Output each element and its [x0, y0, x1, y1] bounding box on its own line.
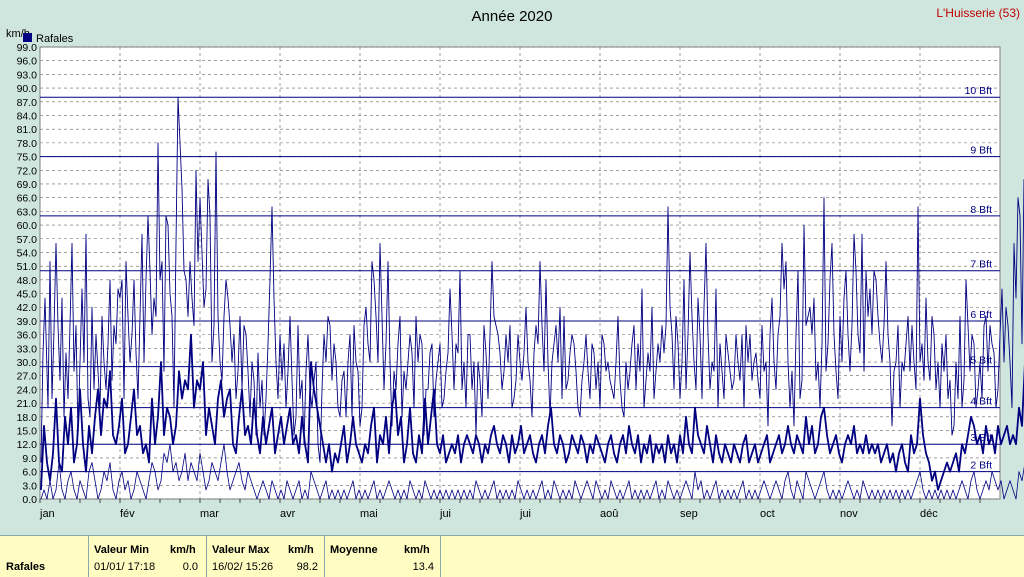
y-tick-label: 69.0 [17, 179, 38, 191]
footer-row-label: Rafales [6, 561, 46, 573]
y-tick-labels: 0.0 3.06.0 9.0 12.015.0 18.0 21.0 24.027.0 30.0… [17, 42, 38, 506]
beaufort-label: 10 Bft [965, 85, 993, 97]
y-tick-label: 84.0 [17, 110, 38, 122]
y-tick-label: 12.0 [17, 439, 38, 451]
y-tick-label: 96.0 [17, 56, 38, 68]
y-tick-label: 93.0 [17, 69, 38, 81]
y-tick-label: 81.0 [17, 124, 38, 136]
x-tick-label: aoû [600, 508, 618, 520]
beaufort-label: 6 Bft [970, 309, 992, 321]
y-tick-label: 3.0 [22, 480, 37, 492]
y-tick-label: 24.0 [17, 384, 38, 396]
y-tick-label: 0.0 [22, 494, 37, 506]
beaufort-label: 4 Bft [970, 396, 992, 408]
footer-max-cell: Valeur Max km/h 16/02/ 15:26 98.2 [206, 536, 325, 577]
y-tick-label: 39.0 [17, 316, 38, 328]
x-tick-label: fév [120, 508, 135, 520]
y-tick-label: 72.0 [17, 165, 38, 177]
y-tick-label: 18.0 [17, 412, 38, 424]
beaufort-label: 8 Bft [970, 204, 992, 216]
y-tick-label: 87.0 [17, 97, 38, 109]
series-layer [40, 96, 1024, 500]
stats-footer: Rafales Valeur Min km/h 01/01/ 17:18 0.0… [0, 535, 1024, 577]
y-tick-label: 15.0 [17, 426, 38, 438]
avg-value: 13.4 [412, 561, 434, 573]
x-tick-label: mar [200, 508, 219, 520]
y-tick-label: 78.0 [17, 138, 38, 150]
x-tick-labels: jan fév mar avr mai jui jui aoû sep oct nov déc [39, 499, 981, 520]
footer-label-cell: Rafales [0, 536, 89, 577]
max-date: 16/02/ 15:26 [212, 561, 274, 573]
beaufort-label: 9 Bft [970, 145, 992, 157]
y-tick-label: 75.0 [17, 152, 38, 164]
beaufort-label: 5 Bft [970, 355, 992, 367]
min-value: 0.0 [182, 561, 198, 573]
min-header: Valeur Min [94, 544, 150, 556]
x-tick-label: mai [360, 508, 378, 520]
min-unit: km/h [170, 544, 196, 556]
y-tick-label: 57.0 [17, 234, 38, 246]
y-tick-label: 54.0 [17, 247, 38, 259]
y-tick-label: 45.0 [17, 289, 38, 301]
y-tick-label: 51.0 [17, 261, 38, 273]
max-unit: km/h [288, 544, 314, 556]
series-line-mean [40, 333, 1024, 491]
station-label: L'Huisserie (53) [936, 6, 1020, 20]
footer-min-cell: Valeur Min km/h 01/01/ 17:18 0.0 [88, 536, 207, 577]
plot-area [39, 46, 1001, 500]
y-tick-label: 99.0 [17, 42, 38, 54]
y-tick-label: 27.0 [17, 371, 38, 383]
y-tick-label: 42.0 [17, 302, 38, 314]
beaufort-label: 7 Bft [970, 259, 992, 271]
y-tick-label: 90.0 [17, 83, 38, 95]
y-tick-label: 63.0 [17, 206, 38, 218]
max-value: 98.2 [296, 561, 318, 573]
legend-swatch [23, 33, 32, 42]
x-tick-label: jui [519, 508, 531, 520]
chart-title: Année 2020 [472, 8, 553, 25]
x-tick-label: sep [680, 508, 698, 520]
series-line-min [40, 443, 1024, 500]
y-tick-label: 66.0 [17, 193, 38, 205]
gust-chart: Année 2020 L'Huisserie (53) km/h Rafales… [6, 6, 1024, 520]
beaufort-label: 2 Bft [970, 460, 992, 472]
y-tick-label: 48.0 [17, 275, 38, 287]
x-tick-label: jan [39, 508, 55, 520]
y-tick-label: 6.0 [22, 467, 37, 479]
x-tick-label: nov [840, 508, 858, 520]
avg-header: Moyenne [330, 544, 378, 556]
footer-avg-cell: Moyenne km/h 13.4 [324, 536, 441, 577]
max-header: Valeur Max [212, 544, 270, 556]
x-tick-label: jui [439, 508, 451, 520]
x-tick-label: déc [920, 508, 938, 520]
series-line-max [40, 96, 1024, 463]
min-date: 01/01/ 17:18 [94, 561, 156, 573]
y-tick-label: 9.0 [22, 453, 37, 465]
x-tick-label: avr [280, 508, 296, 520]
y-tick-label: 36.0 [17, 330, 38, 342]
y-tick-label: 21.0 [17, 398, 38, 410]
y-tick-label: 33.0 [17, 343, 38, 355]
y-tick-label: 30.0 [17, 357, 38, 369]
legend-label: Rafales [36, 33, 74, 45]
y-tick-label: 60.0 [17, 220, 38, 232]
avg-unit: km/h [404, 544, 430, 556]
x-tick-label: oct [760, 508, 775, 520]
